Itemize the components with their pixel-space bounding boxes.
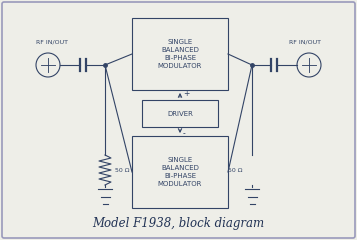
Text: SINGLE
BALANCED
BI-PHASE
MODULATOR: SINGLE BALANCED BI-PHASE MODULATOR (158, 39, 202, 69)
Text: RF IN/OUT: RF IN/OUT (36, 40, 68, 45)
Bar (132, 136, 228, 208)
Text: 50 Ω: 50 Ω (227, 168, 242, 173)
Bar (142, 100, 218, 127)
Bar (132, 18, 228, 90)
FancyBboxPatch shape (2, 2, 355, 238)
Text: SINGLE
BALANCED
BI-PHASE
MODULATOR: SINGLE BALANCED BI-PHASE MODULATOR (158, 157, 202, 187)
Text: 50 Ω: 50 Ω (115, 168, 130, 173)
Text: DRIVER: DRIVER (167, 110, 193, 116)
Text: Model F1938, block diagram: Model F1938, block diagram (92, 217, 265, 230)
Text: -: - (183, 129, 186, 138)
Text: +: + (183, 89, 189, 97)
Text: RF IN/OUT: RF IN/OUT (289, 40, 321, 45)
